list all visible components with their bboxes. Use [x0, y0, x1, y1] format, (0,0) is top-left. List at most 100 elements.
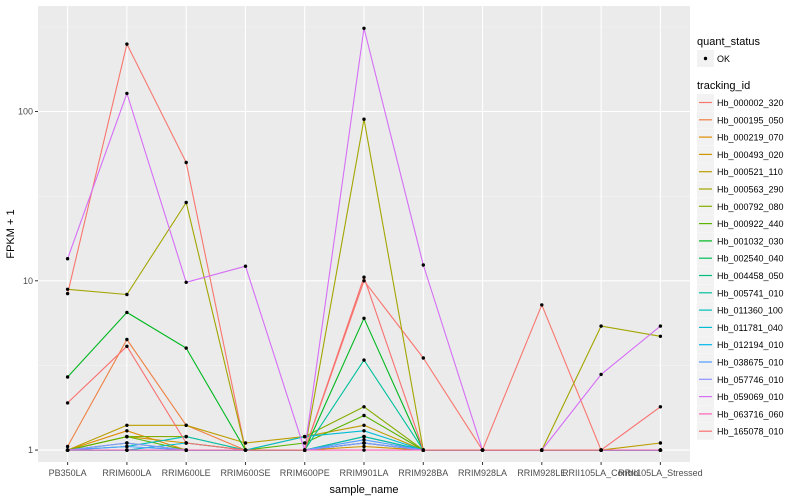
x-tick-label: RRII105LA_Stressed	[618, 468, 703, 478]
x-tick-label: RRIM928LA	[458, 468, 507, 478]
x-tick-label: RRIM600SE	[220, 468, 270, 478]
data-point-Hb_000563_290	[184, 200, 188, 205]
legend: quant_status OK tracking_id Hb_000002_32…	[697, 36, 784, 440]
legend-color-label: Hb_012194_010	[717, 340, 784, 350]
data-point-Hb_165078_010	[125, 344, 129, 348]
legend-color-label: Hb_000195_050	[717, 115, 784, 125]
legend-color-label: Hb_005741_010	[717, 288, 784, 298]
legend-color-label: Hb_011781_040	[717, 323, 783, 333]
data-point-Hb_059069_010	[362, 26, 366, 30]
data-point-Hb_001032_030	[65, 375, 70, 379]
data-point-Hb_000563_290	[125, 292, 129, 297]
data-point-Hb_059069_010	[243, 264, 248, 268]
data-point-Hb_000219_070	[125, 429, 129, 433]
data-point-Hb_063716_060	[184, 448, 188, 452]
data-point-Hb_165078_010	[540, 448, 544, 452]
x-tick-label: RRIM600PE	[280, 468, 330, 478]
data-point-Hb_165078_010	[599, 448, 603, 452]
y-tick-label: 1	[28, 445, 33, 455]
legend-color-label: Hb_063716_060	[717, 409, 784, 419]
legend-color-label: Hb_000563_290	[717, 185, 784, 195]
data-point-Hb_000521_110	[184, 423, 188, 427]
data-point-Hb_000002_320	[184, 160, 188, 165]
data-point-Hb_059069_010	[421, 263, 425, 267]
data-point-Hb_059069_010	[658, 324, 663, 328]
y-axis-title: FPKM + 1	[5, 209, 17, 258]
legend-color-label: Hb_000792_080	[717, 202, 784, 212]
data-point-Hb_000521_110	[658, 441, 663, 445]
legend-shape-items: OK	[697, 50, 730, 67]
x-tick-label: RRIM928LE	[517, 468, 566, 478]
legend-shape-label: OK	[717, 54, 730, 64]
grid-major	[38, 6, 690, 462]
x-tick-label: RRIM600LE	[162, 468, 211, 478]
data-point-Hb_000521_110	[125, 423, 129, 427]
data-point-Hb_059069_010	[125, 91, 129, 96]
legend-color-label: Hb_165078_010	[717, 427, 784, 437]
data-point-Hb_063716_060	[362, 448, 366, 452]
data-point-Hb_165078_010	[303, 448, 307, 452]
data-point-Hb_165078_010	[480, 448, 485, 452]
data-point-Hb_000521_110	[362, 423, 366, 427]
data-point-Hb_063716_060	[658, 448, 663, 452]
data-point-Hb_000563_290	[599, 324, 603, 328]
legend-color-label: Hb_000219_070	[717, 133, 784, 143]
legend-color-label: Hb_011360_100	[717, 306, 783, 316]
data-point-Hb_011360_100	[362, 434, 366, 439]
data-point-Hb_063716_060	[65, 448, 70, 452]
y-tick-label: 100	[18, 107, 33, 117]
x-tick-label: RRIM901LA	[339, 468, 388, 478]
data-point-Hb_063716_060	[125, 448, 129, 452]
y-axis: 1 10 100	[18, 107, 38, 455]
data-point-Hb_000922_440	[303, 441, 307, 445]
legend-color-label: Hb_000493_020	[717, 150, 784, 160]
legend-color-title: tracking_id	[697, 80, 750, 92]
x-tick-label: RRIM600LA	[102, 468, 151, 478]
data-point-Hb_000563_290	[65, 287, 70, 291]
legend-color-items: Hb_000002_320 Hb_000195_050 Hb_000219_070 H…	[697, 94, 784, 440]
data-point-Hb_165078_010	[658, 405, 663, 409]
legend-color-label: Hb_000002_320	[717, 98, 784, 108]
data-point-Hb_000922_440	[362, 413, 366, 418]
data-point-Hb_000002_320	[125, 42, 129, 46]
data-point-Hb_000922_440	[125, 434, 129, 439]
data-point-Hb_165078_010	[243, 448, 248, 452]
legend-color-label: Hb_002540_040	[717, 254, 784, 264]
legend-color-label: Hb_059069_010	[717, 392, 784, 402]
data-point-Hb_001032_030	[362, 316, 366, 320]
data-point-Hb_000493_020	[362, 444, 366, 449]
data-point-Hb_165078_010	[421, 448, 425, 452]
data-point-Hb_165078_010	[362, 275, 366, 279]
legend-color-label: Hb_004458_050	[717, 271, 784, 281]
x-tick-label: PB350LA	[49, 468, 87, 478]
x-tick-label: RRIM928BA	[398, 468, 448, 478]
data-point-Hb_057746_010	[125, 441, 129, 445]
data-point-Hb_038675_010	[362, 438, 366, 442]
legend-shape-title: quant_status	[697, 36, 760, 48]
data-point-Hb_057746_010	[362, 441, 366, 445]
data-point-Hb_000195_050	[65, 444, 70, 449]
legend-color-label: Hb_001032_030	[717, 236, 784, 246]
x-axis: PB350LA RRIM600LA RRIM600LE RRIM600SE RRIM60…	[49, 462, 703, 478]
data-point-Hb_001032_030	[184, 346, 188, 350]
data-point-Hb_000002_320	[65, 291, 70, 296]
data-point-Hb_000195_050	[125, 337, 129, 342]
data-point-Hb_011781_040	[303, 434, 307, 439]
data-point-Hb_011360_100	[184, 434, 188, 439]
data-point-Hb_001032_030	[125, 310, 129, 315]
point-layer	[65, 26, 663, 452]
data-point-Hb_011781_040	[362, 429, 366, 433]
data-point-Hb_000563_290	[658, 334, 663, 338]
data-point-Hb_005741_010	[362, 358, 366, 362]
data-point-Hb_000792_080	[362, 405, 366, 409]
data-point-Hb_059069_010	[184, 280, 188, 284]
legend-shape-symbol	[703, 56, 708, 61]
data-point-Hb_000521_110	[243, 441, 248, 445]
legend-color-label: Hb_000521_110	[717, 167, 783, 177]
x-axis-title: sample_name	[329, 484, 398, 496]
legend-color-label: Hb_057746_010	[717, 375, 784, 385]
data-point-Hb_038675_010	[125, 444, 129, 449]
legend-color-label: Hb_000922_440	[717, 219, 784, 229]
data-point-Hb_000563_290	[362, 117, 366, 121]
data-point-Hb_165078_010	[184, 441, 188, 445]
